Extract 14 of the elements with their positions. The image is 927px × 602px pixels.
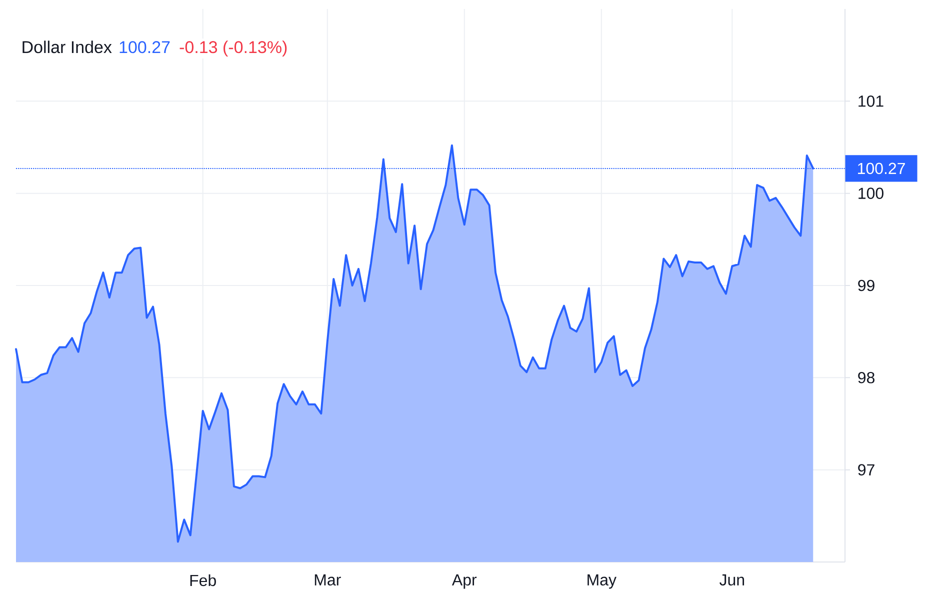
text: Dollar Index (22, 40, 112, 54)
ref-line-label: 100.27 (858, 162, 905, 174)
x-tick-label: Feb (190, 574, 216, 586)
x-tick-label: Apr (452, 574, 477, 589)
y-tick-label: 100 (858, 188, 884, 199)
x-tick-label: Jun (720, 574, 744, 586)
y-tick-label: 97 (858, 464, 874, 476)
y-tick-label: 99 (858, 280, 874, 292)
x-tick-label: May (588, 574, 616, 589)
annotation: 100.27 (120, 41, 170, 54)
y-tick-label: 101 (858, 96, 884, 107)
y-tick-label: 98 (858, 372, 874, 384)
annotation: -0.13 (-0.13%) (180, 40, 287, 56)
x-tick-label: Mar (314, 574, 341, 586)
